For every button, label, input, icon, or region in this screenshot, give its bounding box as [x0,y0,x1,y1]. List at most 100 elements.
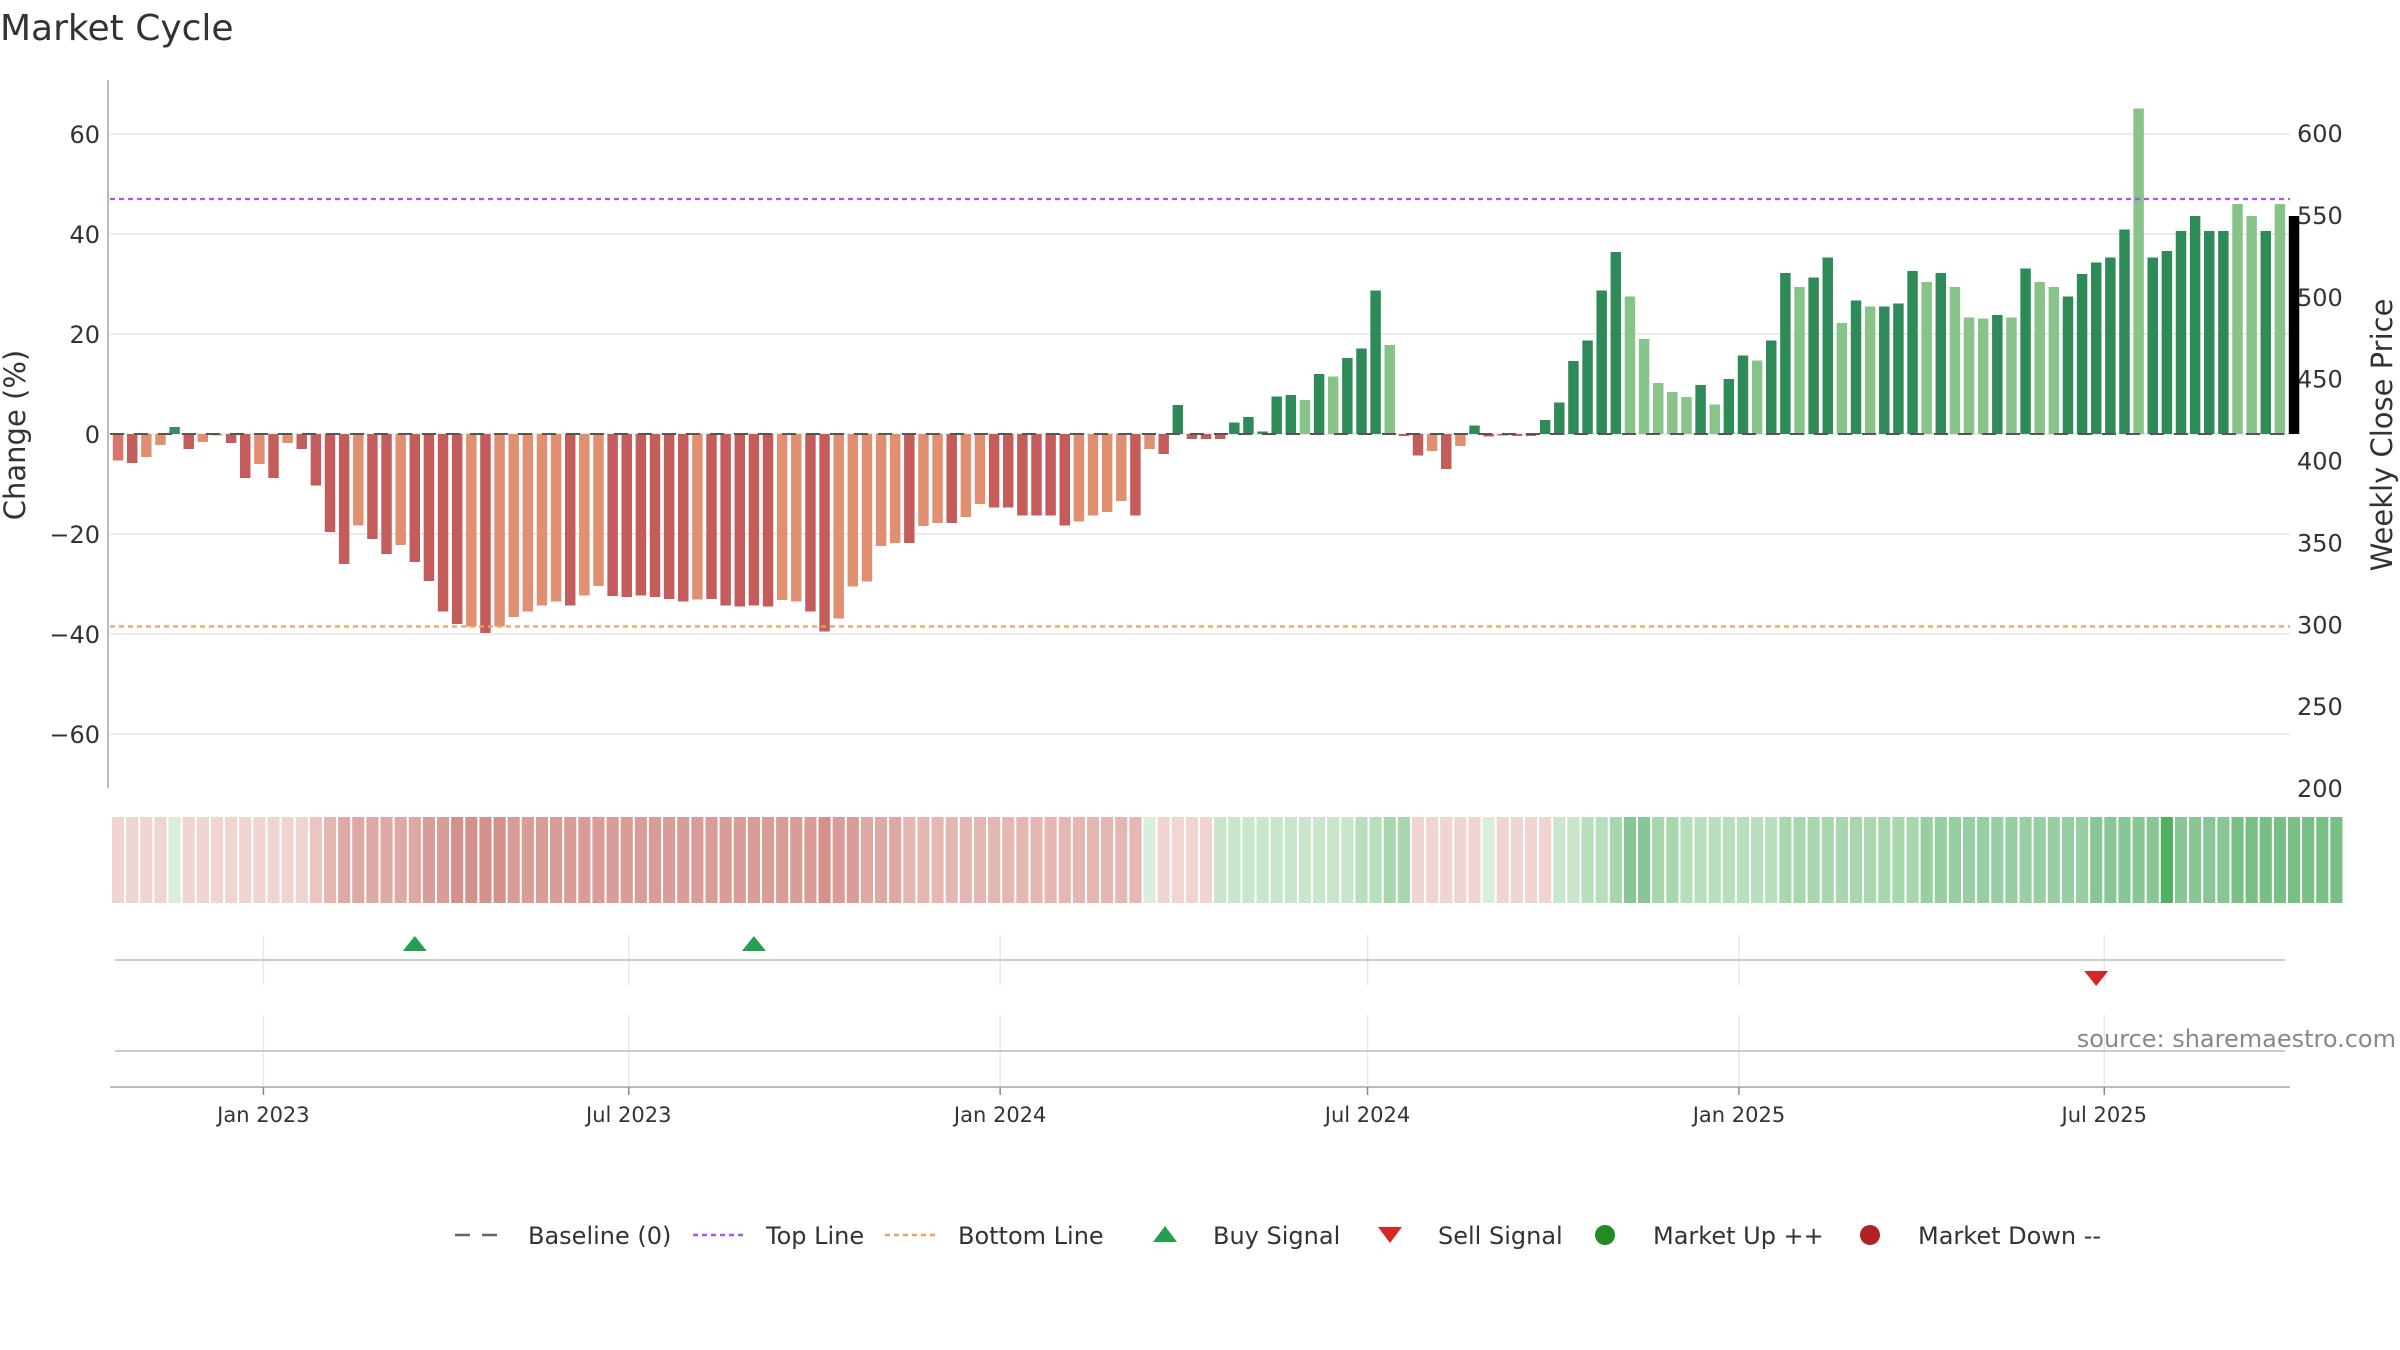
heat-cell [2287,817,2301,903]
change-bar [1921,282,1932,434]
heat-cell [860,817,874,903]
heat-cell [691,817,704,903]
heat-cell [1638,817,1651,903]
y-tick-label-right: 450 [2297,366,2343,394]
heat-cell [295,817,308,903]
change-bar [1031,434,1042,516]
change-bar [1638,339,1650,434]
date-axis: Jan 2023 Jul 2023 Jan 2024 Jul 2024 Jan 2025… [110,1086,2290,1127]
heat-cell [140,817,153,903]
change-bar [1356,348,1367,434]
y-tick-label-left: 20 [69,321,100,349]
change-bar [296,434,307,449]
change-bar [2232,204,2243,434]
change-bar [1667,392,1678,434]
heat-cell [267,817,280,903]
change-bar [564,434,576,606]
change-bar [2119,229,2130,434]
heat-cell [2033,817,2046,903]
y-tick-label-right: 550 [2297,202,2343,230]
change-bars [112,108,2300,633]
heat-cell [1199,817,1213,903]
heat-cell [1426,817,1439,903]
y-tick-label-left: 0 [85,421,100,449]
change-bar [1822,257,1833,434]
legend-label: Baseline (0) [528,1222,671,1250]
change-bar [508,434,519,617]
change-bar [1709,404,1720,434]
change-bar [918,434,929,526]
change-bar [1455,434,1466,446]
change-bar [310,434,322,486]
cycle-heat-strip [112,817,2343,903]
y-tick-label-right: 350 [2297,529,2343,557]
change-bar [889,434,901,543]
heat-cell [875,817,888,903]
heat-cell [988,817,1001,903]
y-tick-label-left: −40 [49,621,100,649]
heat-cell [408,817,421,903]
y-tick-label-left: −60 [49,721,100,749]
heat-cell [451,817,464,903]
reference-lines [110,197,2290,628]
change-bar [2288,216,2300,434]
change-bar [112,434,124,461]
change-bar [1737,355,1749,434]
change-bar [1045,434,1056,516]
legend-item: Bottom Line [885,1222,1104,1250]
change-bar [932,434,943,523]
y-tick-label-right: 600 [2297,120,2343,148]
heat-cell [2019,817,2032,903]
heat-cell [733,817,746,903]
buy-signal-marker [741,936,766,951]
change-bar [2218,231,2229,434]
heat-cell [112,817,125,903]
change-bar [607,434,618,596]
change-bar [1229,422,1240,434]
heat-cell [1016,817,1029,903]
heat-cell [1849,817,1863,903]
heat-cell [1962,817,1976,903]
change-bar [2189,216,2201,434]
axes: 6040200−20−40−60600550500450400350300250… [49,80,2343,803]
y-tick-label-right: 250 [2297,693,2343,721]
heat-cell [2217,817,2230,903]
heat-cell [1694,817,1707,903]
heat-cell [606,817,619,903]
change-bar [1116,434,1127,501]
signal-panel [115,935,2285,1085]
legend-circle-icon [1860,1225,1880,1245]
change-bar [875,434,887,546]
change-bar [678,434,689,602]
heat-cell [2005,817,2018,903]
heat-cell [1129,817,1142,903]
change-bar [338,434,350,564]
change-bar [1370,290,1381,434]
legend-label: Bottom Line [958,1222,1104,1250]
heat-cell [1920,817,1933,903]
heat-cell [1440,817,1453,903]
change-bar [1059,434,1070,526]
change-bar [791,434,802,602]
change-bar [197,434,209,442]
change-bar [805,434,816,612]
heat-cell [634,817,647,903]
change-bar [155,434,166,445]
heat-cell [535,817,549,903]
heat-cell [1991,817,2004,903]
heat-cell [1115,817,1128,903]
change-bar [324,434,336,532]
change-bar [2246,216,2257,434]
change-bar [437,434,449,612]
change-bar [861,434,873,582]
heat-cell [1298,817,1312,903]
change-bar [946,434,957,523]
change-bar [1342,358,1353,434]
heat-cell [281,817,294,903]
heat-cell [479,817,492,903]
x-tick-label: Jul 2025 [2060,1103,2147,1127]
heat-cell [648,817,662,903]
heat-cell [1383,817,1396,903]
change-bar [1539,420,1551,434]
change-bar [1879,306,1890,434]
